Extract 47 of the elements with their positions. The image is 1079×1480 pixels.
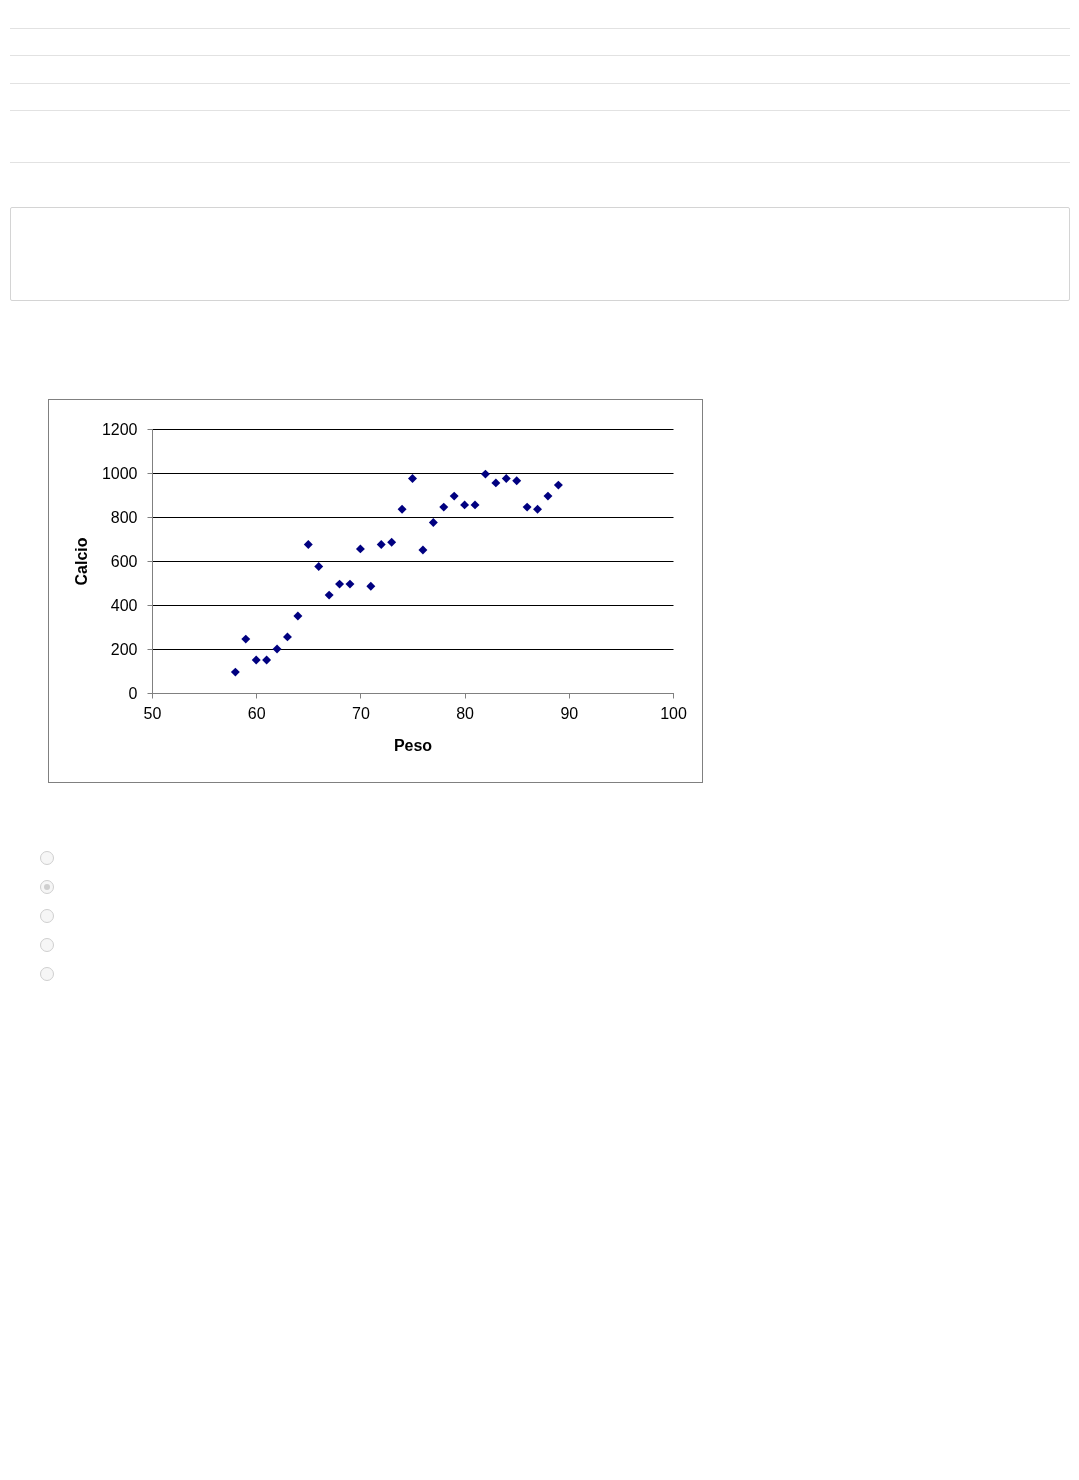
point xyxy=(272,644,282,654)
y-tick-label: 0 xyxy=(128,684,138,702)
x-tick-label: 80 xyxy=(456,704,475,722)
x-tick-label: 50 xyxy=(143,704,162,722)
x-tick-label: 60 xyxy=(247,704,266,722)
point xyxy=(512,476,522,486)
point xyxy=(397,504,407,514)
point xyxy=(303,540,313,549)
y-tick-label: 1000 xyxy=(101,464,138,482)
y-axis-title: Calcio xyxy=(72,537,90,586)
point xyxy=(355,544,365,554)
point xyxy=(470,500,480,510)
point xyxy=(282,632,292,642)
y-tick-label: 1200 xyxy=(101,420,138,438)
point xyxy=(553,480,563,490)
point xyxy=(480,469,490,479)
y-tick-label: 200 xyxy=(110,640,138,658)
point xyxy=(501,474,511,483)
y-tick-label: 800 xyxy=(110,508,138,526)
point xyxy=(449,491,459,501)
point xyxy=(293,611,303,621)
point xyxy=(491,478,501,488)
y-tick-label: 600 xyxy=(110,552,138,570)
x-axis-title: Peso xyxy=(393,736,433,754)
point xyxy=(460,500,470,510)
point xyxy=(324,590,334,600)
point xyxy=(345,579,355,589)
point xyxy=(533,504,543,514)
point xyxy=(428,518,438,527)
point xyxy=(262,655,272,665)
x-tick-label: 70 xyxy=(352,704,370,722)
point xyxy=(366,581,376,591)
point xyxy=(418,545,428,555)
point xyxy=(230,667,240,677)
point xyxy=(251,655,261,665)
point xyxy=(376,540,386,549)
point xyxy=(241,634,251,644)
point xyxy=(543,491,553,501)
point xyxy=(408,474,417,483)
point xyxy=(439,502,449,512)
point xyxy=(387,537,397,547)
x-tick-label: 90 xyxy=(560,704,579,722)
point xyxy=(335,579,345,589)
point xyxy=(314,562,324,571)
point xyxy=(522,502,532,512)
x-tick-label: 100 xyxy=(660,704,687,722)
y-tick-label: 400 xyxy=(110,596,138,614)
